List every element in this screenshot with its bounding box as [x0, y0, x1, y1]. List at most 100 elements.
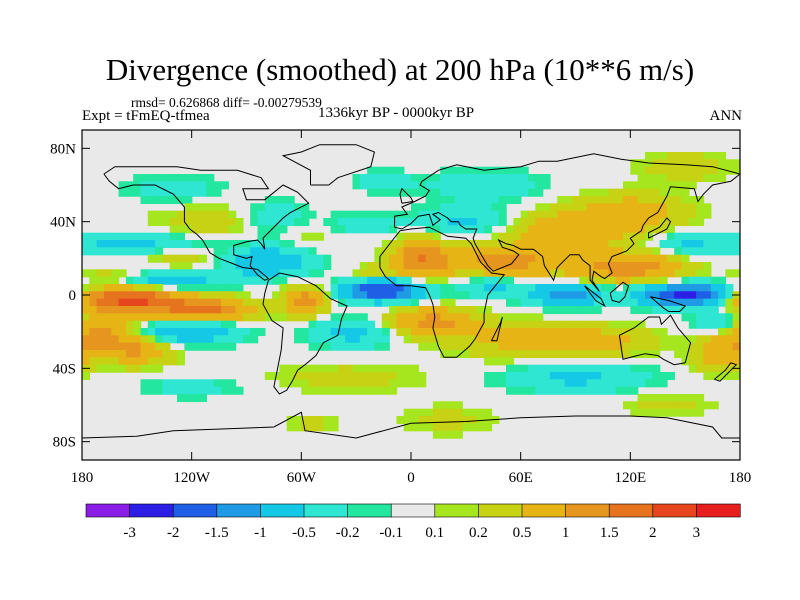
field-cell	[601, 372, 610, 381]
field-cell	[593, 284, 602, 293]
field-cell	[147, 350, 156, 359]
field-cell	[389, 174, 398, 183]
colorbar-tick-label: 0.5	[513, 525, 532, 541]
field-cell	[666, 394, 675, 403]
field-cell	[184, 328, 193, 337]
field-cell	[571, 306, 580, 315]
field-cell	[418, 203, 427, 212]
field-cell	[498, 350, 507, 359]
field-cell	[484, 269, 493, 278]
field-cell	[564, 372, 573, 381]
field-cell	[111, 357, 120, 366]
field-cell	[330, 328, 339, 337]
field-cell	[396, 276, 405, 285]
field-cell	[323, 335, 332, 344]
field-cell	[279, 372, 288, 381]
field-cell	[506, 232, 515, 241]
field-cell	[82, 247, 91, 256]
field-cell	[630, 306, 639, 315]
field-cell	[82, 240, 91, 249]
field-cell	[352, 313, 361, 322]
field-cell	[564, 364, 573, 373]
field-cell	[89, 320, 98, 329]
field-cell	[155, 254, 164, 263]
field-cell	[140, 284, 149, 293]
field-cell	[286, 372, 295, 381]
field-cell	[564, 298, 573, 307]
field-cell	[235, 218, 244, 227]
field-cell	[476, 313, 485, 322]
field-cell	[513, 313, 522, 322]
field-cell	[411, 408, 420, 417]
field-cell	[528, 335, 537, 344]
field-cell	[571, 269, 580, 278]
field-cell	[447, 240, 456, 249]
field-cell	[579, 320, 588, 329]
field-cell	[118, 188, 127, 197]
field-cell	[308, 284, 317, 293]
field-cell	[476, 240, 485, 249]
field-cell	[630, 247, 639, 256]
field-cell	[674, 254, 683, 263]
field-cell	[498, 269, 507, 278]
field-cell	[513, 291, 522, 300]
field-cell	[506, 166, 515, 175]
field-cell	[440, 320, 449, 329]
field-cell	[542, 218, 551, 227]
field-cell	[140, 247, 149, 256]
field-cell	[125, 188, 134, 197]
field-cell	[381, 247, 390, 256]
field-cell	[381, 328, 390, 337]
field-cell	[169, 298, 178, 307]
field-cell	[725, 240, 734, 249]
field-cell	[381, 254, 390, 263]
field-cell	[659, 379, 668, 388]
field-cell	[352, 379, 361, 388]
field-cell	[82, 342, 91, 351]
field-cell	[111, 247, 120, 256]
field-cell	[710, 335, 719, 344]
field-cell	[571, 320, 580, 329]
field-cell	[732, 335, 740, 344]
field-cell	[542, 269, 551, 278]
field-cell	[118, 328, 127, 337]
field-cell	[440, 174, 449, 183]
field-cell	[367, 225, 376, 234]
field-cell	[623, 240, 632, 249]
field-cell	[615, 225, 624, 234]
field-cell	[411, 306, 420, 315]
field-cell	[374, 188, 383, 197]
field-cell	[213, 386, 222, 395]
field-cell	[688, 159, 697, 168]
field-cell	[177, 225, 186, 234]
field-cell	[688, 218, 697, 227]
field-cell	[652, 262, 661, 271]
field-cell	[191, 335, 200, 344]
field-cell	[630, 225, 639, 234]
field-cell	[147, 269, 156, 278]
field-cell	[140, 298, 149, 307]
field-cell	[330, 364, 339, 373]
field-cell	[564, 247, 573, 256]
field-cell	[542, 254, 551, 263]
field-cell	[191, 210, 200, 219]
field-cell	[688, 306, 697, 315]
field-cell	[286, 416, 295, 425]
field-cell	[469, 254, 478, 263]
field-cell	[454, 306, 463, 315]
field-cell	[235, 276, 244, 285]
field-cell	[286, 269, 295, 278]
field-cell	[316, 306, 325, 315]
field-cell	[732, 269, 740, 278]
field-cell	[630, 269, 639, 278]
field-cell	[418, 291, 427, 300]
field-cell	[513, 335, 522, 344]
field-cell	[374, 262, 383, 271]
field-cell	[608, 247, 617, 256]
field-cell	[425, 262, 434, 271]
field-cell	[301, 335, 310, 344]
field-cell	[133, 313, 142, 322]
field-cell	[250, 203, 259, 212]
field-cell	[440, 269, 449, 278]
field-cell	[674, 210, 683, 219]
